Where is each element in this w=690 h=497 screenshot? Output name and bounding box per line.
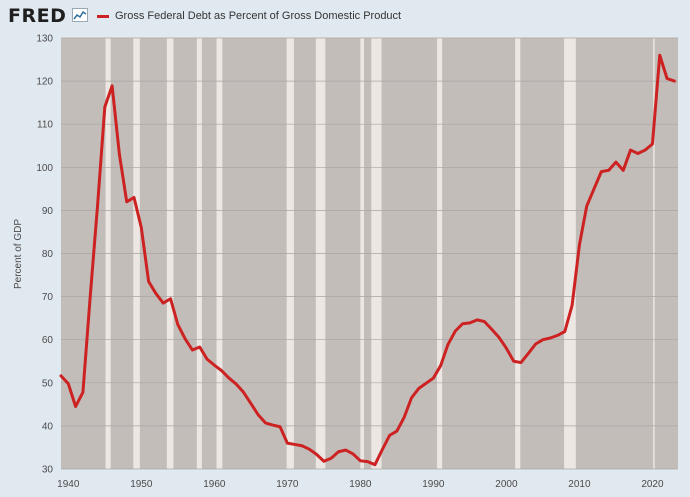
x-tick-label: 1960 (203, 479, 226, 490)
x-tick-label: 1980 (349, 479, 372, 490)
y-tick-label: 110 (37, 120, 53, 131)
x-axis-tick-labels: 1940 1950 1960 1970 1980 1990 2000 2010 2020 (57, 479, 664, 490)
y-tick-label: 130 (36, 34, 53, 45)
y-tick-label: 90 (42, 206, 54, 217)
y-tick-label: 70 (42, 292, 54, 303)
x-tick-label: 1990 (422, 479, 445, 490)
chart-header: FRED Gross Federal Debt as Percent of Gr… (0, 0, 690, 32)
logo-graph-icon (72, 8, 88, 22)
y-tick-label: 40 (42, 421, 54, 432)
y-axis-tick-labels: 30 40 50 60 70 80 90 100 110 120 130 (36, 34, 53, 476)
y-tick-label: 50 (42, 378, 54, 389)
gridlines (61, 37, 678, 470)
y-tick-label: 80 (42, 249, 54, 260)
y-tick-label: 100 (36, 163, 53, 174)
x-tick-label: 2020 (641, 479, 664, 490)
x-tick-label: 1940 (57, 479, 80, 490)
x-tick-label: 1950 (130, 479, 153, 490)
y-tick-label: 60 (42, 335, 54, 346)
x-tick-label: 2010 (568, 479, 591, 490)
series-line (59, 53, 676, 467)
x-tick-label: 2000 (495, 479, 518, 490)
y-tick-label: 120 (36, 77, 53, 88)
y-tick-label: 30 (42, 465, 54, 476)
x-tick-label: 1970 (276, 479, 299, 490)
legend-label: Gross Federal Debt as Percent of Gross D… (115, 10, 402, 22)
legend: Gross Federal Debt as Percent of Gross D… (97, 9, 401, 23)
y-axis-title: Percent of GDP (13, 219, 24, 289)
fred-logo[interactable]: FRED (8, 5, 67, 27)
legend-swatch (97, 14, 109, 18)
series-group (59, 53, 676, 467)
